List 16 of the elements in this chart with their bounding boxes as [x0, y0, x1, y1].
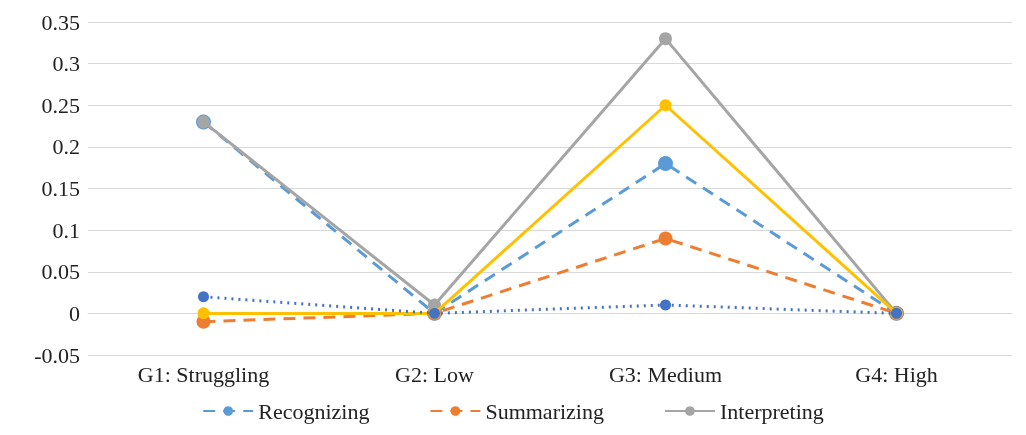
x-tick-label: G3: Medium: [608, 361, 723, 387]
y-tick-label: 0.2: [52, 134, 80, 160]
y-tick-label: 0.05: [41, 259, 80, 285]
x-tick-label: G1: Struggling: [137, 361, 270, 387]
x-tick-label: G4: High: [855, 361, 938, 387]
legend-label: Interpreting: [719, 398, 824, 424]
y-tick-label: 0.3: [52, 51, 80, 77]
legend-label: Recognizing: [258, 398, 370, 424]
y-tick-label: 0.15: [41, 176, 80, 201]
y-tick-label: -0.05: [34, 342, 80, 368]
y-tick-label: 0: [69, 300, 80, 326]
legend-label: Summarizing: [485, 398, 604, 424]
x-tick-label: G2: Low: [395, 361, 475, 387]
y-tick-label: 0.25: [41, 92, 80, 118]
y-tick-label: 0.35: [41, 9, 80, 35]
y-tick-label: 0.1: [52, 217, 80, 243]
